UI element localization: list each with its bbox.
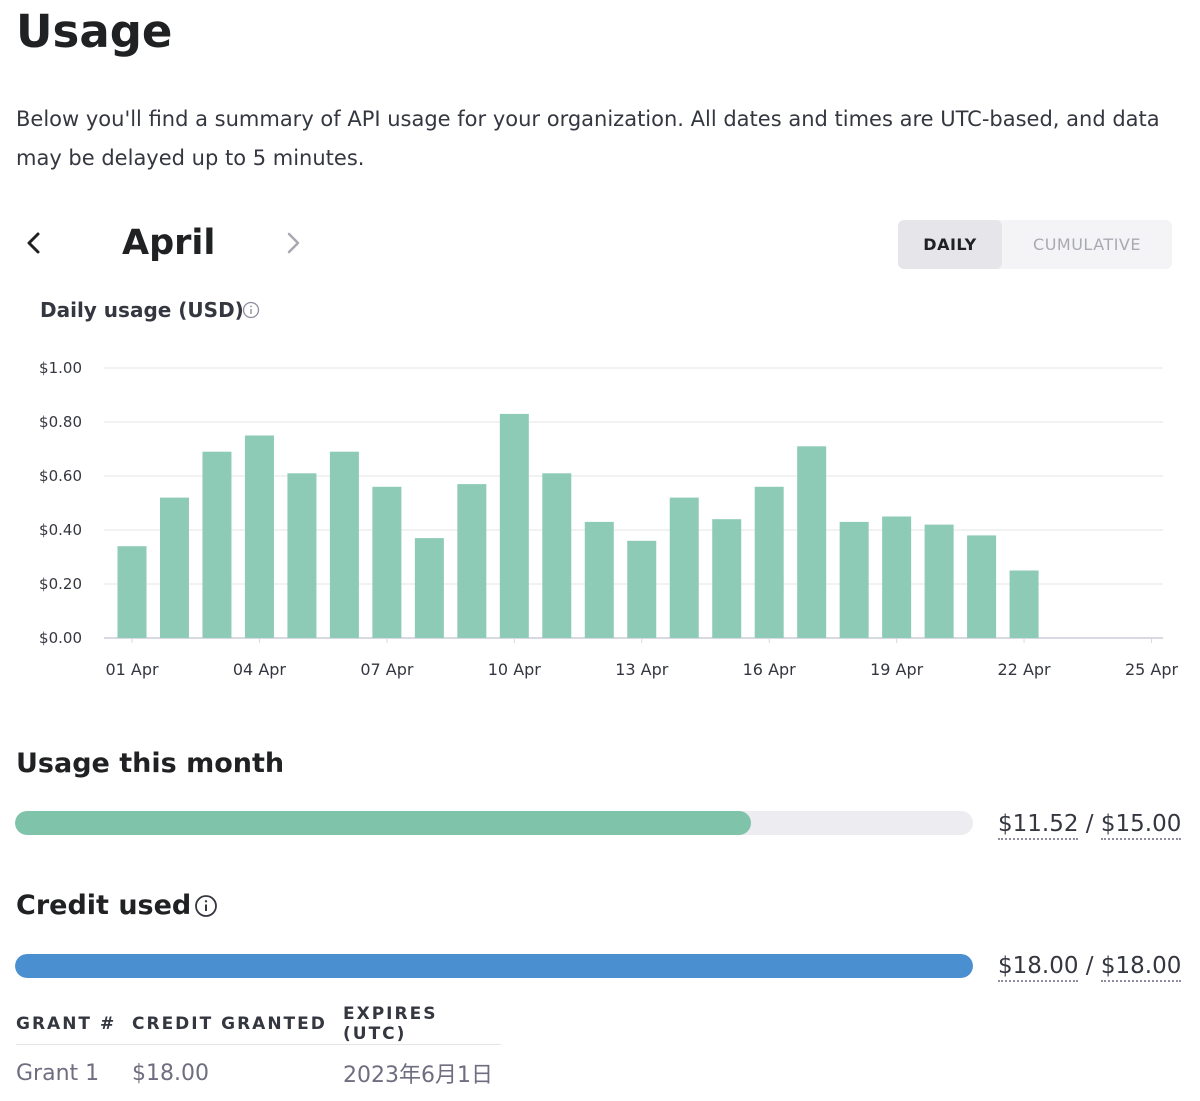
y-tick-label: $1.00 <box>39 359 82 377</box>
credit-granted-header: CREDIT GRANTED <box>132 1004 343 1045</box>
usage-progress-bar <box>15 811 973 835</box>
chart-bar <box>627 541 656 638</box>
chart-bar <box>160 498 189 638</box>
x-tick-label: 04 Apr <box>233 660 287 679</box>
table-row: Grant 1 $18.00 2023年6月1日 <box>16 1045 501 1101</box>
chart-bar <box>1010 571 1039 639</box>
page-title: Usage <box>16 2 172 62</box>
chart-bar <box>797 446 826 638</box>
y-tick-label: $0.60 <box>39 467 82 485</box>
usage-limit-value[interactable]: $15.00 <box>1101 811 1181 840</box>
x-tick-label: 13 Apr <box>615 660 669 679</box>
usage-this-month-title: Usage this month <box>16 746 284 782</box>
y-tick-label: $0.20 <box>39 575 82 593</box>
x-tick-label: 01 Apr <box>105 660 159 679</box>
info-icon[interactable] <box>194 894 218 918</box>
chart-bar <box>202 452 231 638</box>
chart-bar <box>542 473 571 638</box>
grant-number-header: GRANT # <box>16 1004 132 1045</box>
x-tick-label: 19 Apr <box>870 660 924 679</box>
y-tick-label: $0.00 <box>39 629 82 647</box>
month-label: April <box>122 218 215 268</box>
daily-toggle-button[interactable]: DAILY <box>898 220 1002 269</box>
next-month-button[interactable] <box>276 225 312 261</box>
chart-bar <box>585 522 614 638</box>
chart-bar <box>670 498 699 638</box>
info-icon[interactable] <box>242 301 260 319</box>
chart-bar <box>415 538 444 638</box>
x-tick-label: 25 Apr <box>1125 660 1179 679</box>
chart-bar <box>330 452 359 638</box>
chart-bar <box>245 436 274 639</box>
x-tick-label: 16 Apr <box>743 660 797 679</box>
grant-expiry: 2023年6月1日 <box>343 1045 501 1101</box>
expires-header: EXPIRES (UTC) <box>343 1004 501 1045</box>
page-description: Below you'll find a summary of API usage… <box>16 100 1166 178</box>
daily-usage-chart: $0.00 $0.20 $0.40 $0.60 $0.80 $1.00 01 Apr 04 … <box>0 340 1200 690</box>
chart-bar <box>925 525 954 638</box>
chart-bar <box>967 535 996 638</box>
usage-amount: $11.52 / $15.00 <box>998 809 1181 839</box>
credit-progress-fill <box>15 954 973 978</box>
y-tick-label: $0.80 <box>39 413 82 431</box>
credit-progress-bar <box>15 954 973 978</box>
chart-bar <box>372 487 401 638</box>
chart-bar <box>287 473 316 638</box>
x-tick-label: 10 Apr <box>488 660 542 679</box>
usage-progress-fill <box>15 811 751 835</box>
chevron-right-icon <box>276 225 312 261</box>
chart-title: Daily usage (USD) <box>40 296 244 324</box>
grants-table: GRANT # CREDIT GRANTED EXPIRES (UTC) Gra… <box>16 1004 501 1101</box>
usage-used-value[interactable]: $11.52 <box>998 811 1078 840</box>
chart-bar <box>457 484 486 638</box>
chart-bar <box>712 519 741 638</box>
grant-amount: $18.00 <box>132 1045 343 1101</box>
credit-used-value[interactable]: $18.00 <box>998 953 1078 982</box>
chart-bar <box>882 517 911 639</box>
chart-bar <box>840 522 869 638</box>
y-tick-label: $0.40 <box>39 521 82 539</box>
view-toggle: DAILY CUMULATIVE <box>898 220 1172 269</box>
prev-month-button[interactable] <box>16 225 52 261</box>
grant-name: Grant 1 <box>16 1045 132 1101</box>
x-tick-label: 22 Apr <box>998 660 1052 679</box>
cumulative-toggle-button[interactable]: CUMULATIVE <box>1002 220 1172 269</box>
chevron-left-icon <box>16 225 52 261</box>
x-tick-label: 07 Apr <box>360 660 414 679</box>
chart-bar <box>500 414 529 638</box>
chart-bar <box>118 546 147 638</box>
credit-used-title: Credit used <box>16 888 191 924</box>
chart-bar <box>755 487 784 638</box>
credit-total-value[interactable]: $18.00 <box>1101 953 1181 982</box>
table-header-row: GRANT # CREDIT GRANTED EXPIRES (UTC) <box>16 1004 501 1045</box>
credit-amount: $18.00 / $18.00 <box>998 951 1181 981</box>
